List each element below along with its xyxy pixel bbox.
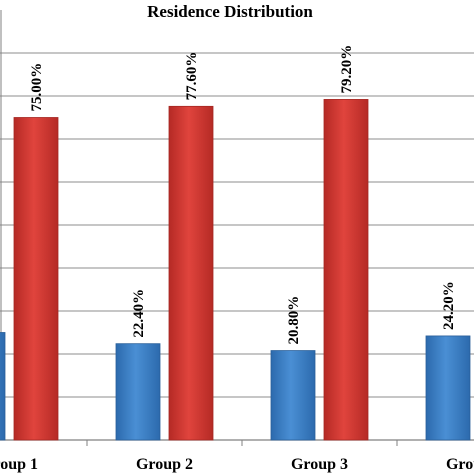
chart-title: Residence Distribution bbox=[147, 2, 313, 21]
bar-blue-4 bbox=[425, 335, 471, 441]
data-labels: 25.00%75.00%22.40%77.60%20.80%79.20%24.2… bbox=[29, 45, 457, 345]
bar-blue-2 bbox=[115, 343, 161, 441]
bar-red-1 bbox=[13, 117, 59, 441]
data-label: 20.80% bbox=[286, 296, 302, 345]
data-label: 24.20% bbox=[441, 281, 457, 330]
data-label: 75.00% bbox=[29, 63, 45, 112]
bars bbox=[0, 99, 471, 441]
x-tick-label: Group 3 bbox=[291, 456, 348, 473]
x-tick-labels: Group 1 Group 2 Group 3 Group 4 bbox=[0, 456, 474, 473]
bar-red-2 bbox=[168, 105, 214, 441]
bar-blue-1 bbox=[0, 332, 6, 441]
x-tick-label: Group 1 bbox=[0, 456, 38, 473]
gridlines bbox=[0, 10, 474, 446]
bar-red-3 bbox=[323, 99, 369, 441]
bar-blue-3 bbox=[270, 350, 316, 441]
x-tick-label: Group 2 bbox=[136, 456, 193, 473]
data-label: 77.60% bbox=[184, 52, 200, 101]
data-label: 22.40% bbox=[131, 289, 147, 338]
x-tick-label: Group 4 bbox=[446, 456, 474, 473]
data-label: 79.20% bbox=[339, 45, 355, 94]
